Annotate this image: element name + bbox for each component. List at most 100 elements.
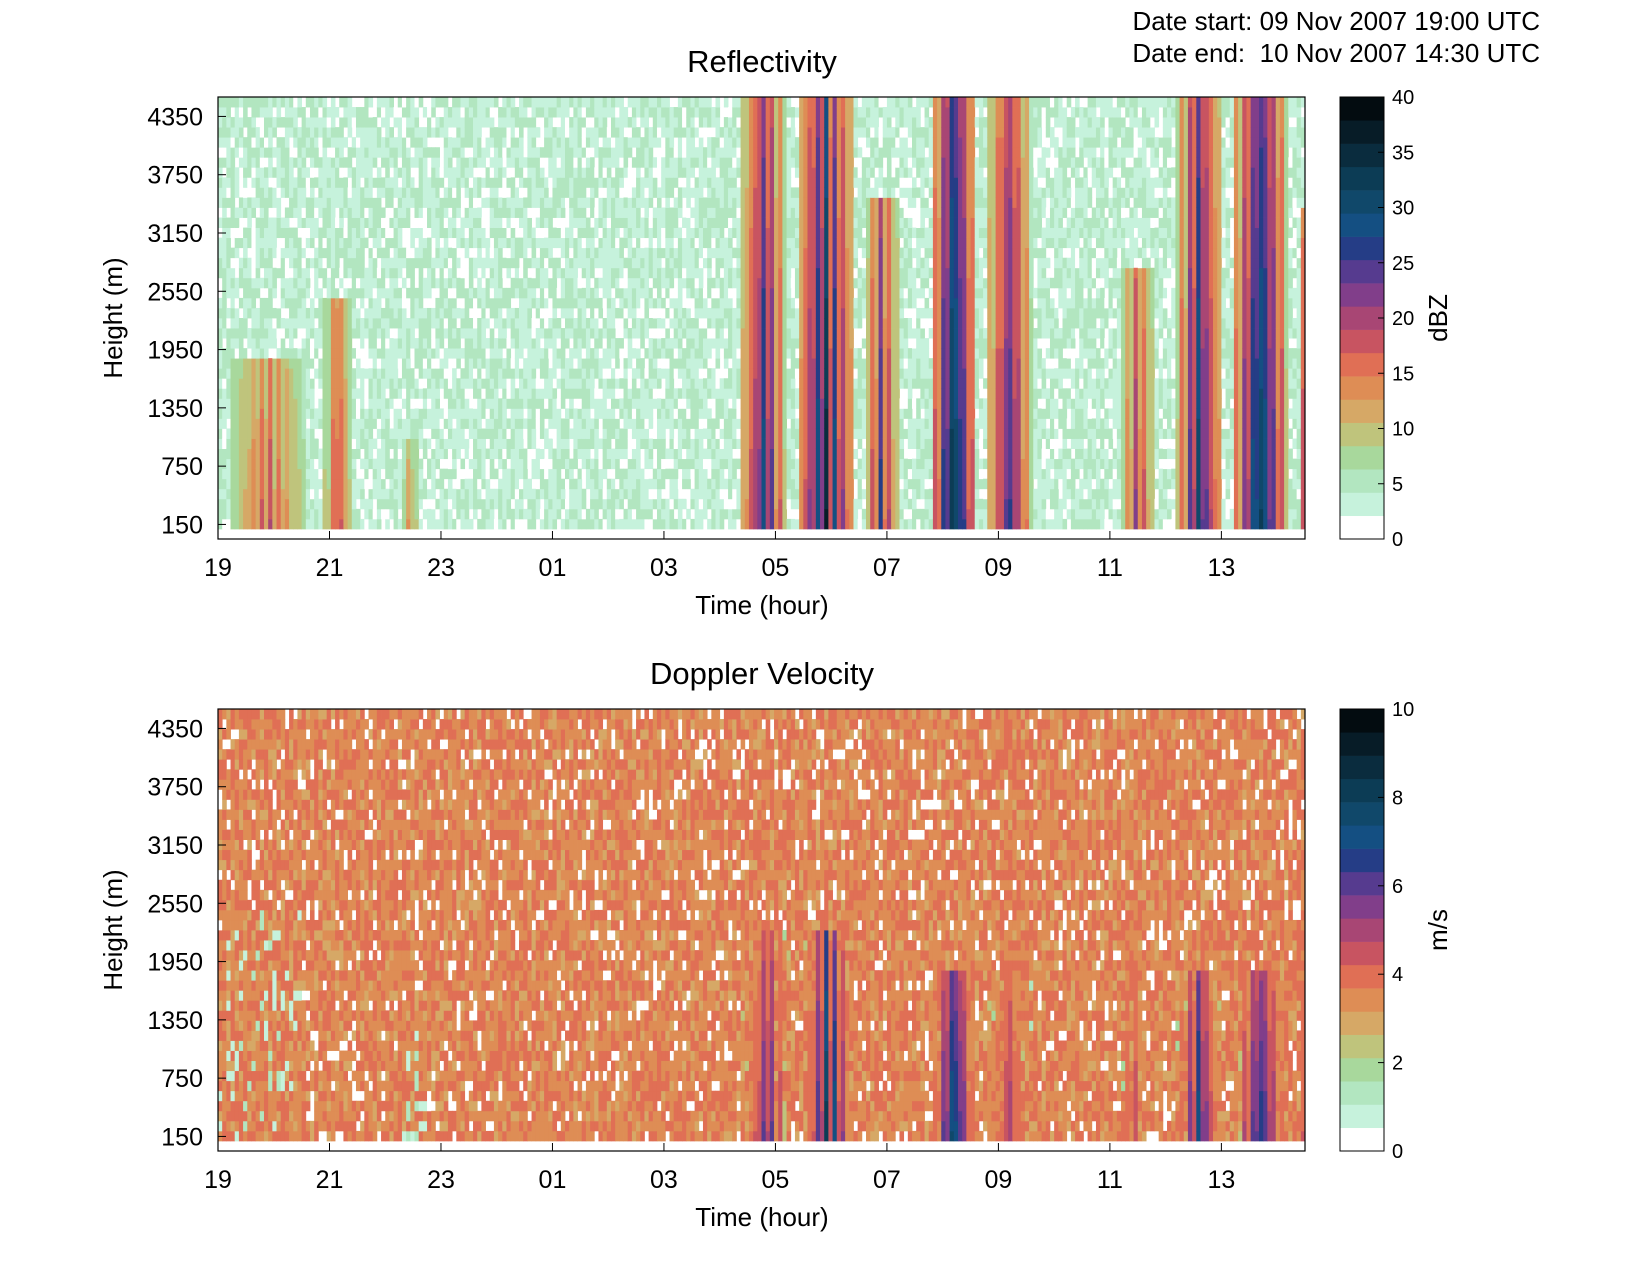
heatmap-cell — [665, 157, 670, 168]
heatmap-cell — [276, 167, 282, 178]
heatmap-cell — [263, 307, 269, 319]
heatmap-cell — [736, 328, 741, 339]
heatmap-cell — [305, 287, 311, 299]
date-end-value: 10 Nov 2007 14:30 UTC — [1260, 38, 1540, 68]
heatmap-cell — [289, 297, 294, 309]
heatmap-cell — [519, 478, 524, 490]
heatmap-cell — [293, 518, 298, 530]
heatmap-cell — [485, 137, 491, 148]
heatmap-cell — [715, 388, 721, 399]
heatmap-cell — [736, 207, 741, 218]
heatmap-cell — [318, 307, 323, 319]
heatmap-cell — [343, 508, 348, 520]
heatmap-cell — [732, 187, 737, 198]
heatmap-cell — [640, 177, 645, 188]
heatmap-cell — [468, 237, 474, 249]
heatmap-cell — [318, 428, 323, 439]
heatmap-cell — [740, 358, 746, 369]
heatmap-cell — [339, 167, 344, 178]
heatmap-cell — [309, 468, 315, 480]
heatmap-cell — [263, 418, 269, 429]
heatmap-cell — [309, 508, 315, 520]
heatmap-cell — [548, 418, 553, 429]
heatmap-cell — [740, 227, 746, 239]
heatmap-cell — [309, 518, 315, 530]
heatmap-cell — [243, 157, 248, 168]
heatmap-cell — [343, 328, 348, 339]
heatmap-cell — [535, 508, 541, 520]
heatmap-cell — [243, 428, 248, 439]
heatmap-cell — [330, 207, 336, 218]
heatmap-cell — [623, 428, 629, 439]
heatmap-cell — [276, 187, 282, 198]
heatmap-cell — [439, 478, 445, 490]
heatmap-cell — [301, 237, 307, 249]
heatmap-cell — [711, 157, 716, 168]
heatmap-cell — [615, 348, 620, 359]
heatmap-cell — [602, 197, 608, 208]
heatmap-cell — [569, 247, 574, 259]
heatmap-cell — [251, 277, 257, 289]
heatmap-cell — [464, 217, 470, 228]
heatmap-cell — [255, 137, 261, 148]
heatmap-cell — [719, 328, 725, 339]
heatmap-cell — [723, 167, 729, 178]
heatmap-cell — [230, 418, 236, 429]
heatmap-cell — [498, 167, 503, 178]
heatmap-cell — [723, 338, 729, 349]
heatmap-cell — [422, 358, 428, 369]
heatmap-cell — [707, 287, 712, 299]
heatmap-cell — [222, 398, 227, 409]
heatmap-cell — [552, 227, 558, 239]
heatmap-cell — [339, 358, 344, 369]
heatmap-cell — [481, 398, 486, 409]
heatmap-cell — [364, 368, 369, 379]
heatmap-cell — [372, 338, 378, 349]
heatmap-cell — [673, 197, 679, 208]
heatmap-cell — [301, 227, 307, 239]
heatmap-cell — [243, 187, 248, 198]
heatmap-cell — [565, 287, 570, 299]
heatmap-cell — [268, 368, 273, 379]
heatmap-cell — [347, 167, 353, 178]
heatmap-cell — [719, 428, 725, 439]
heatmap-cell — [326, 398, 332, 409]
heatmap-cell — [573, 277, 578, 289]
heatmap-cell — [753, 518, 758, 530]
heatmap-cell — [539, 318, 545, 329]
heatmap-cell — [305, 378, 311, 389]
heatmap-cell — [393, 328, 399, 339]
heatmap-cell — [406, 488, 411, 500]
heatmap-cell — [364, 207, 369, 218]
heatmap-cell — [602, 157, 608, 168]
heatmap-cell — [506, 318, 512, 329]
heatmap-cell — [519, 307, 524, 319]
heatmap-cell — [314, 227, 319, 239]
heatmap-cell — [347, 318, 353, 329]
heatmap-cell — [347, 287, 353, 299]
heatmap-cell — [309, 398, 315, 409]
heatmap-cell — [498, 508, 503, 520]
heatmap-cell — [707, 348, 712, 359]
heatmap-cell — [560, 398, 566, 409]
heatmap-cell — [309, 478, 315, 490]
heatmap-cell — [682, 267, 687, 279]
heatmap-cell — [723, 398, 729, 409]
heatmap-cell — [364, 167, 369, 178]
heatmap-cell — [393, 137, 399, 148]
heatmap-cell — [364, 97, 369, 108]
heatmap-cell — [435, 127, 440, 138]
heatmap-cell — [656, 227, 662, 239]
heatmap-cell — [748, 328, 754, 339]
heatmap-cell — [272, 368, 277, 379]
heatmap-cell — [293, 277, 298, 289]
heatmap-cell — [610, 418, 616, 429]
heatmap-cell — [690, 468, 696, 480]
heatmap-cell — [335, 348, 340, 359]
heatmap-cell — [527, 498, 532, 510]
heatmap-cell — [548, 157, 553, 168]
heatmap-cell — [447, 107, 453, 118]
heatmap-cell — [372, 408, 378, 419]
heatmap-cell — [439, 307, 445, 319]
heatmap-cell — [330, 508, 336, 520]
